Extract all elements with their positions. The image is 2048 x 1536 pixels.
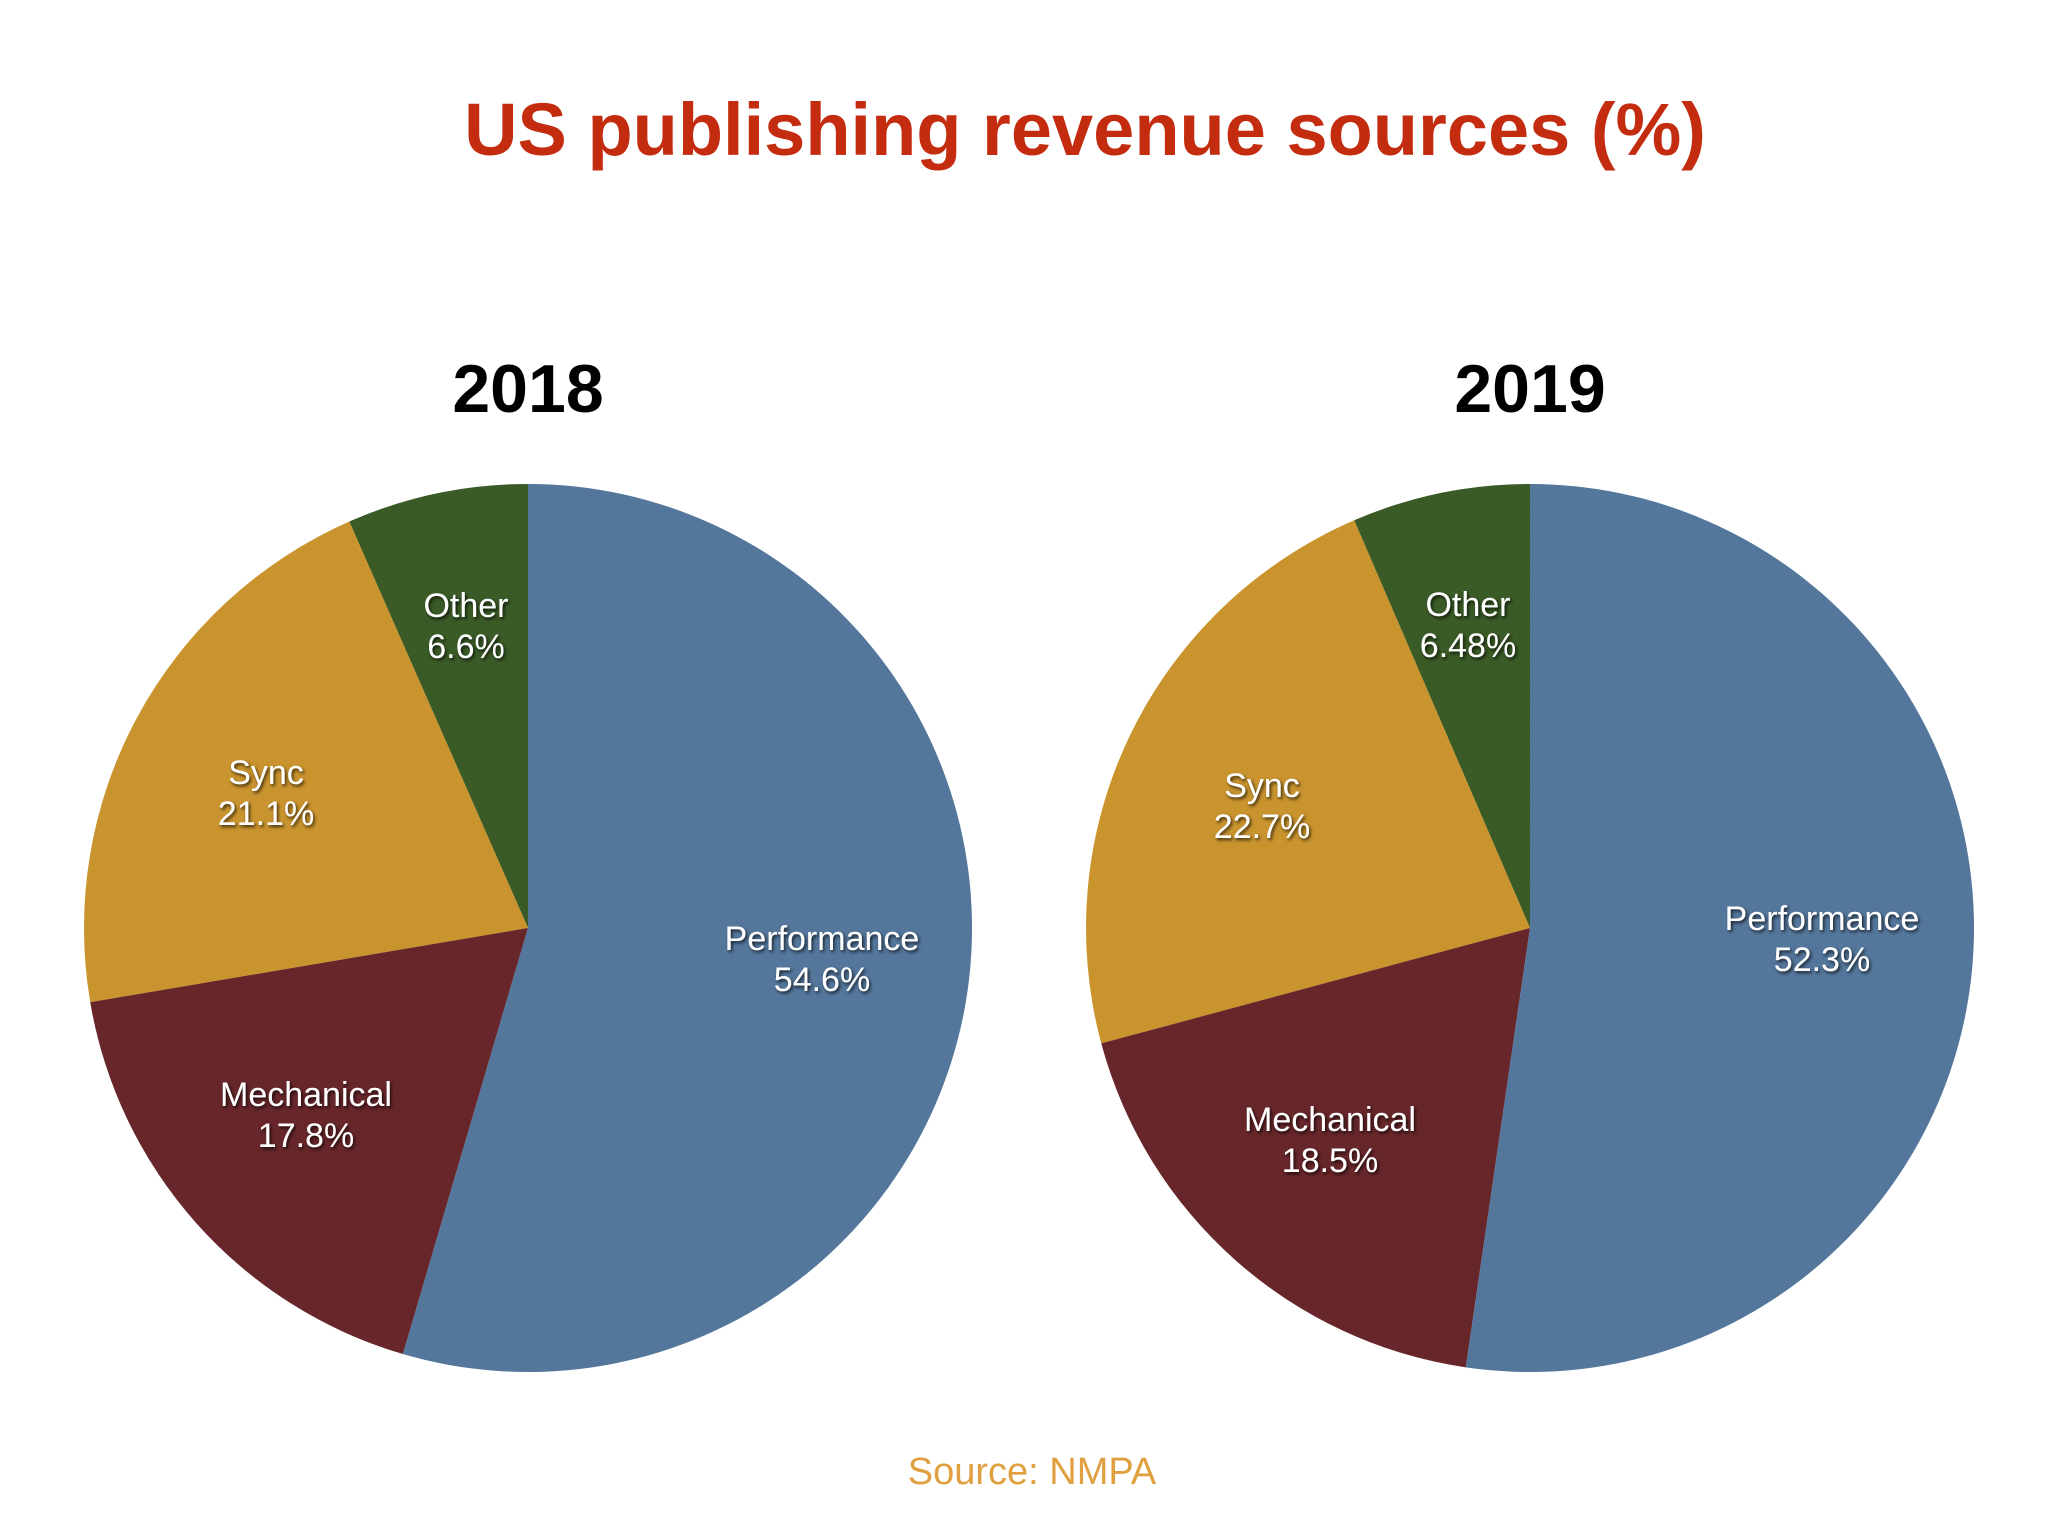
slice-value-2018-sync: 21.1%	[218, 795, 314, 833]
slice-label-2018-other: Other 6.6%	[423, 587, 508, 666]
slice-value-2018-performance: 54.6%	[774, 961, 870, 999]
pie-chart-2019: 2019 Performance 52.3% Mechanical 18.5% Sync…	[1086, 351, 1974, 1373]
source-note: Source: NMPA	[908, 1451, 1157, 1493]
slice-label-2018-sync: Sync 21.1%	[218, 754, 314, 833]
pie-slice-2018-other	[349, 484, 528, 928]
slice-label-2018-performance: Performance 54.6%	[725, 920, 920, 999]
pie-title-2019: 2019	[1454, 351, 1605, 427]
pie-slice-2018-sync	[83, 521, 529, 1003]
slice-label-2019-other: Other 6.48%	[1420, 586, 1516, 665]
slice-category-2018-sync: Sync	[228, 754, 304, 792]
slice-label-2018-mechanical: Mechanical 17.8%	[220, 1076, 392, 1155]
pie-slice-2018-mechanical	[90, 928, 529, 1355]
slice-value-2019-mechanical: 18.5%	[1282, 1142, 1378, 1180]
pie-slice-2018-performance	[402, 484, 973, 1372]
slice-value-2018-mechanical: 17.8%	[258, 1117, 354, 1155]
pie-slice-2019-other	[1354, 484, 1530, 928]
slice-category-2018-performance: Performance	[725, 920, 920, 958]
slice-label-2019-performance: Performance 52.3%	[1725, 900, 1920, 979]
slice-category-2018-mechanical: Mechanical	[220, 1076, 392, 1114]
slice-category-2019-mechanical: Mechanical	[1244, 1101, 1416, 1139]
slice-category-2019-other: Other	[1425, 586, 1510, 624]
slice-label-2019-sync: Sync 22.7%	[1214, 767, 1310, 846]
pie-chart-2018: 2018 Performance 54.6% Mechanical 17.8% Sync…	[83, 351, 973, 1372]
chart-title: US publishing revenue sources (%)	[464, 88, 1706, 171]
slice-value-2019-performance: 52.3%	[1774, 941, 1870, 979]
slice-category-2019-performance: Performance	[1725, 900, 1920, 938]
slice-category-2019-sync: Sync	[1224, 767, 1300, 805]
pie-slice-2019-performance	[1465, 484, 1974, 1373]
slice-label-2019-mechanical: Mechanical 18.5%	[1244, 1101, 1416, 1180]
pie-title-2018: 2018	[452, 351, 603, 427]
slice-category-2018-other: Other	[423, 587, 508, 625]
slice-value-2019-sync: 22.7%	[1214, 808, 1310, 846]
slice-value-2019-other: 6.48%	[1420, 627, 1516, 665]
pie-slice-2019-sync	[1086, 520, 1530, 1044]
slice-value-2018-other: 6.6%	[427, 628, 505, 666]
pie-slice-2019-mechanical	[1101, 928, 1530, 1368]
